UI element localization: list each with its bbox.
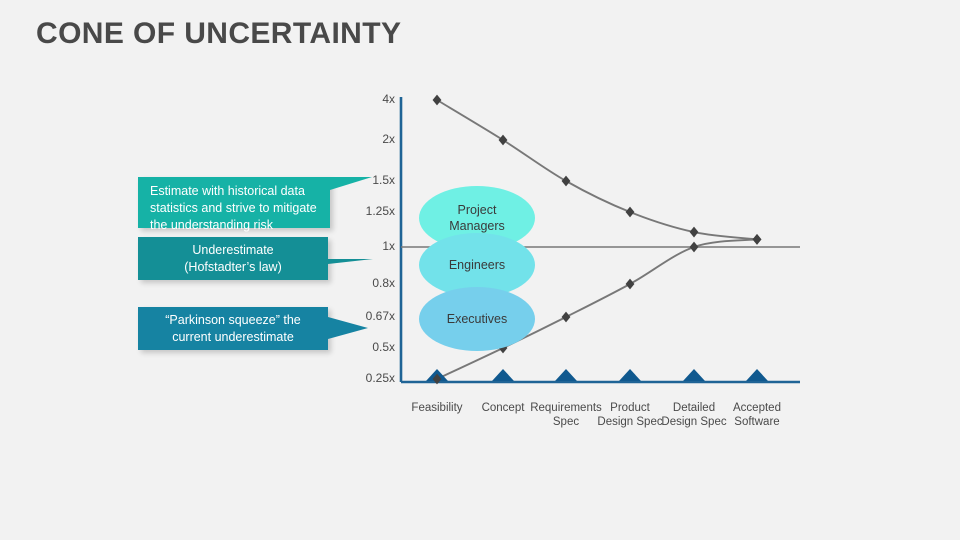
callout-estimate-tail-icon — [330, 177, 372, 203]
y-axis-tick-4x: 4x — [382, 92, 395, 106]
y-axis-tick-2x: 2x — [382, 132, 395, 146]
ellipse-executives: Executives — [419, 287, 535, 351]
data-point-markers — [432, 94, 762, 385]
callout-underestimate-text: Underestimate (Hofstadter’s law) — [184, 243, 282, 274]
callout-parkinson: “Parkinson squeeze” the current underest… — [138, 307, 368, 350]
callout-estimate-text: Estimate with historical data statistics… — [150, 184, 317, 232]
ellipse-engineers: Engineers — [419, 233, 535, 297]
callout-underestimate-tail-icon — [328, 259, 373, 278]
x-axis-tick-concept: Concept — [481, 402, 525, 414]
y-axis-tick-0.67x: 0.67x — [365, 309, 395, 323]
callout-parkinson-tail-icon — [328, 317, 368, 339]
y-axis-tick-1.5x: 1.5x — [372, 173, 395, 187]
callout-underestimate: Underestimate (Hofstadter’s law) — [138, 237, 373, 280]
x-axis-tick-product-design-spec: Product Design Spec — [597, 402, 663, 428]
y-axis-tick-1.25x: 1.25x — [365, 204, 395, 218]
x-axis-tick-accepted-software: Accepted Software — [733, 402, 781, 428]
x-axis-tick-detailed-design-spec: Detailed Design Spec — [661, 402, 727, 428]
x-axis-tick-feasibility: Feasibility — [411, 402, 463, 414]
y-axis-tick-0.25x: 0.25x — [365, 371, 395, 385]
y-axis-tick-0.5x: 0.5x — [372, 340, 395, 354]
y-axis-tick-1x: 1x — [382, 239, 395, 253]
callout-parkinson-text: “Parkinson squeeze” the current underest… — [165, 313, 301, 344]
page-title: CONE OF UNCERTAINTY — [36, 17, 402, 50]
y-axis-tick-labels: 4x 2x 1.5x 1.25x 1x 0.8x 0.67x 0.5x 0.25x — [345, 0, 395, 540]
x-axis-triangle-markers — [426, 369, 768, 381]
callout-estimate: Estimate with historical data statistics… — [138, 177, 372, 232]
x-axis-tick-requirements-spec: Requirements Spec — [530, 402, 602, 428]
y-axis-tick-0.8x: 0.8x — [372, 276, 395, 290]
chart-axes — [399, 97, 800, 384]
